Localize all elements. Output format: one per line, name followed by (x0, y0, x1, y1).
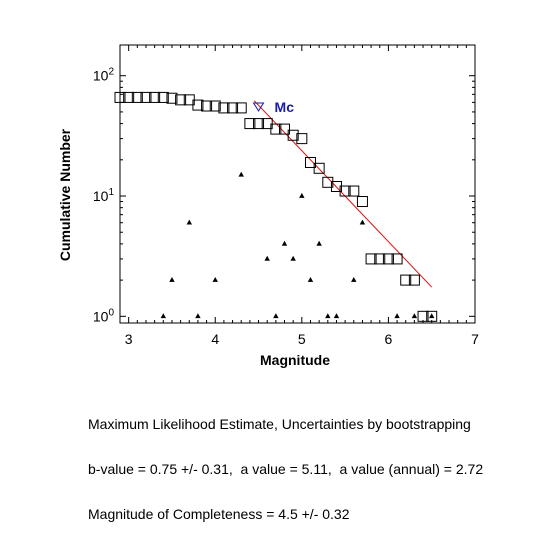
cumulative-square-point (356, 196, 368, 208)
y-axis-label: Cumulative Number (57, 128, 73, 261)
y-tick-label: 100 (93, 307, 115, 324)
y-tick-exponent: 2 (108, 67, 114, 78)
noncumulative-triangle-point (394, 313, 400, 319)
cumulative-square-point (391, 253, 403, 265)
y-tick-base: 10 (93, 188, 109, 204)
cumulative-square-point (270, 123, 282, 135)
noncumulative-triangle-point (195, 313, 201, 319)
cumulative-square-point (296, 133, 308, 145)
caption-line-values: b-value = 0.75 +/- 0.31, a value = 5.11,… (88, 461, 484, 477)
noncumulative-triangle-point (307, 276, 314, 282)
noncumulative-triangle-point (160, 313, 167, 319)
y-tick-exponent: 0 (108, 307, 114, 318)
noncumulative-triangle-point (351, 276, 357, 282)
noncumulative-triangle-point (316, 240, 322, 246)
cumulative-square-point (244, 118, 256, 130)
cumulative-square-point (157, 91, 169, 103)
cumulative-square-point (149, 91, 161, 103)
noncumulative-triangle-point (238, 171, 244, 177)
cumulative-square-point (400, 274, 412, 286)
cumulative-square-point (304, 156, 316, 168)
caption-block: Maximum Likelihood Estimate, Uncertainti… (88, 387, 483, 537)
mc-label: Mc (275, 99, 295, 115)
noncumulative-triangle-point (281, 240, 288, 246)
x-tick-label: 5 (298, 331, 306, 347)
cumulative-square-point (322, 176, 334, 188)
y-tick-exponent: 1 (108, 187, 114, 198)
cumulative-square-point (339, 185, 351, 197)
y-tick-base: 10 (93, 68, 109, 84)
x-axis-ticks: 3 4 5 6 7 (119, 45, 479, 347)
cumulative-square-point (287, 129, 299, 141)
cumulative-square-point (235, 102, 247, 114)
cumulative-square-point (201, 100, 213, 112)
noncumulative-triangle-point (325, 313, 331, 319)
caption-line-method: Maximum Likelihood Estimate, Uncertainti… (88, 416, 471, 432)
cumulative-square-point (261, 118, 273, 130)
noncumulative-triangle-point (333, 313, 340, 319)
cumulative-square-point (374, 253, 386, 265)
x-axis-label: Magnitude (260, 352, 330, 368)
plot-axes (119, 44, 476, 324)
noncumulative-triangle-point (428, 313, 435, 319)
cumulative-square-point (227, 102, 239, 114)
noncumulative-triangle-point (186, 219, 192, 225)
cumulative-square-point (140, 91, 152, 103)
cumulative-square-point (114, 91, 126, 103)
mc-triangle-icon (252, 102, 265, 112)
noncumulative-triangle-point (290, 255, 296, 261)
x-tick-label: 7 (471, 331, 479, 347)
noncumulative-triangle-point (299, 192, 305, 198)
cumulative-square-point (218, 102, 230, 114)
noncumulative-triangle-point (273, 313, 279, 319)
y-tick-label: 102 (93, 67, 115, 84)
cumulative-square-point (348, 185, 360, 197)
noncumulative-triangle-point (411, 313, 418, 319)
mc-marker-group: Mc (252, 99, 295, 115)
cumulative-square-point (175, 94, 187, 106)
noncumulative-triangle-point (264, 255, 270, 261)
cumulative-square-point (192, 99, 204, 111)
cumulative-square-point (253, 118, 265, 130)
noncumulative-triangle-point (359, 219, 366, 225)
plot-frame (119, 44, 476, 324)
cumulative-square-point (123, 91, 135, 103)
caption-line-completeness: Magnitude of Completeness = 4.5 +/- 0.32 (88, 506, 350, 522)
x-tick-label: 4 (211, 331, 219, 347)
cumulative-square-point (209, 100, 221, 112)
cumulative-square-point (131, 91, 143, 103)
cumulative-square-point (408, 274, 420, 286)
cumulative-square-point (166, 92, 178, 104)
x-tick-label: 6 (385, 331, 393, 347)
x-tick-label: 3 (125, 331, 133, 347)
cumulative-square-point (417, 310, 429, 322)
cumulative-square-point (313, 162, 325, 174)
cumulative-square-point (279, 123, 291, 135)
y-tick-base: 10 (93, 308, 109, 324)
data-marks (114, 91, 438, 322)
noncumulative-triangle-point (212, 276, 218, 282)
cumulative-square-point (365, 253, 377, 265)
cumulative-square-point (426, 310, 438, 322)
y-tick-label: 101 (93, 187, 115, 204)
cumulative-square-point (382, 253, 394, 265)
noncumulative-triangle-point (169, 276, 175, 282)
